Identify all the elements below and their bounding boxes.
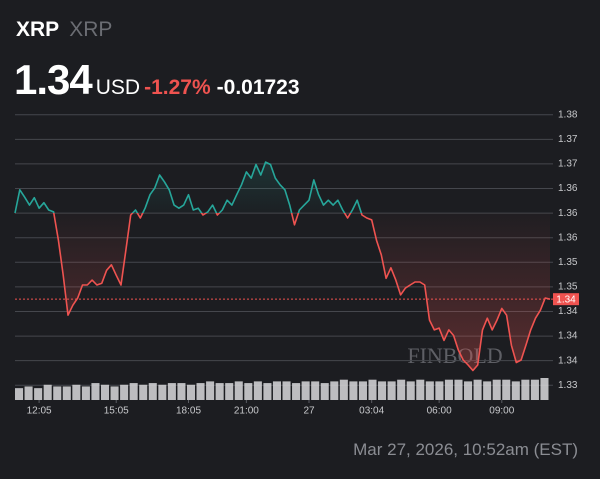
y-tick-label: 1.36 bbox=[558, 232, 578, 243]
volume-bar bbox=[416, 379, 425, 400]
price: 1.34 bbox=[14, 56, 93, 103]
y-tick-label: 1.35 bbox=[558, 257, 578, 268]
volume-bar bbox=[530, 379, 539, 400]
volume-bar bbox=[521, 379, 530, 400]
volume-bar bbox=[358, 381, 367, 400]
area bbox=[15, 162, 550, 371]
y-tick-label: 1.38 bbox=[558, 109, 578, 120]
header-symbol-row: XRP XRP bbox=[16, 18, 112, 42]
y-tick-label: 1.37 bbox=[558, 134, 578, 145]
volume-bar bbox=[349, 381, 358, 400]
volume-bar bbox=[244, 383, 253, 400]
y-tick-label: 1.33 bbox=[558, 380, 578, 391]
volume-bar bbox=[62, 386, 71, 400]
volume-bar bbox=[492, 379, 501, 400]
volume-bar bbox=[473, 379, 482, 400]
volume-bar bbox=[215, 383, 224, 400]
volume-bar bbox=[540, 378, 549, 400]
volume-bar bbox=[110, 386, 119, 400]
volume-bar bbox=[253, 381, 262, 400]
volume-bar bbox=[330, 381, 339, 400]
timestamp: Mar 27, 2026, 10:52am (EST) bbox=[353, 440, 578, 459]
volume-bar bbox=[272, 381, 281, 400]
y-tick-label: 1.36 bbox=[558, 183, 578, 194]
volume-bar bbox=[196, 383, 205, 400]
volume-bar bbox=[177, 383, 186, 400]
currency: USD bbox=[95, 76, 141, 99]
volume-bar bbox=[186, 384, 196, 400]
x-tick-label: 27 bbox=[303, 406, 315, 417]
volume-bar bbox=[511, 381, 520, 400]
last-price-label: 1.34 bbox=[556, 294, 576, 305]
volume-bar bbox=[81, 386, 90, 400]
volume-bar bbox=[483, 381, 492, 400]
volume-bar bbox=[464, 381, 473, 400]
volume-bar bbox=[91, 383, 100, 400]
x-tick-label: 12:05 bbox=[27, 406, 52, 417]
volume-bar bbox=[34, 388, 43, 400]
volume-bar bbox=[301, 381, 310, 400]
volume-bar bbox=[120, 384, 129, 400]
volume-bar bbox=[225, 383, 234, 400]
header-price-row: 1.34 USD -1.27% -0.01723 bbox=[14, 56, 300, 104]
volume-bar bbox=[311, 381, 320, 400]
volume-bar bbox=[368, 379, 377, 400]
volume-bar bbox=[53, 386, 62, 400]
volume-bar bbox=[167, 383, 176, 400]
volume-bar bbox=[206, 381, 215, 400]
y-tick-label: 1.36 bbox=[558, 208, 578, 219]
x-tick-label: 03:04 bbox=[359, 406, 384, 417]
volume-bar bbox=[339, 379, 348, 400]
y-tick-label: 1.35 bbox=[558, 282, 578, 293]
volume-bar bbox=[425, 381, 434, 400]
volume-bar bbox=[292, 383, 301, 400]
watermark: FINBOLD bbox=[407, 343, 502, 368]
y-tick-label: 1.34 bbox=[558, 306, 578, 317]
price-line bbox=[14, 161, 551, 372]
y-tick-label: 1.34 bbox=[558, 331, 578, 342]
volume-bar bbox=[148, 383, 157, 400]
change: -0.01723 bbox=[216, 76, 300, 99]
asset-name: XRP bbox=[69, 18, 113, 41]
volume-bar bbox=[100, 384, 110, 400]
volume-bar bbox=[406, 381, 415, 400]
x-tick-label: 09:00 bbox=[489, 406, 514, 417]
volume-bar bbox=[15, 388, 24, 400]
volume-bar bbox=[454, 379, 463, 400]
volume-bar bbox=[397, 379, 406, 400]
volume-bar bbox=[502, 379, 511, 400]
x-tick-label: 21:00 bbox=[234, 406, 259, 417]
volume-bar bbox=[129, 383, 138, 400]
volume-bar bbox=[444, 379, 453, 400]
volume-bar bbox=[72, 384, 81, 400]
x-tick-label: 18:05 bbox=[176, 406, 201, 417]
x-tick-label: 15:05 bbox=[104, 406, 129, 417]
volume-bar bbox=[435, 381, 444, 400]
volume-bar bbox=[320, 383, 329, 400]
volume-bar bbox=[139, 384, 148, 400]
last-price-box bbox=[553, 293, 579, 306]
volume-bar bbox=[378, 381, 387, 400]
volume-bar bbox=[234, 381, 243, 400]
volume-bar bbox=[282, 381, 291, 400]
y-tick-label: 1.34 bbox=[558, 355, 578, 366]
x-tick-label: 06:00 bbox=[427, 406, 452, 417]
volume-bar bbox=[158, 384, 167, 400]
symbol: XRP bbox=[16, 18, 60, 41]
volume-bar bbox=[24, 386, 33, 400]
volume-bar bbox=[387, 381, 396, 400]
y-tick-label: 1.37 bbox=[558, 159, 578, 170]
volume-bar bbox=[43, 384, 52, 400]
volume-bar bbox=[263, 383, 272, 400]
change-percent: -1.27% bbox=[144, 76, 211, 99]
chart: FINBOLD 1.38 1.37 1.37 1.36 1.36 1.36 1.35 1.35… bbox=[14, 109, 579, 417]
